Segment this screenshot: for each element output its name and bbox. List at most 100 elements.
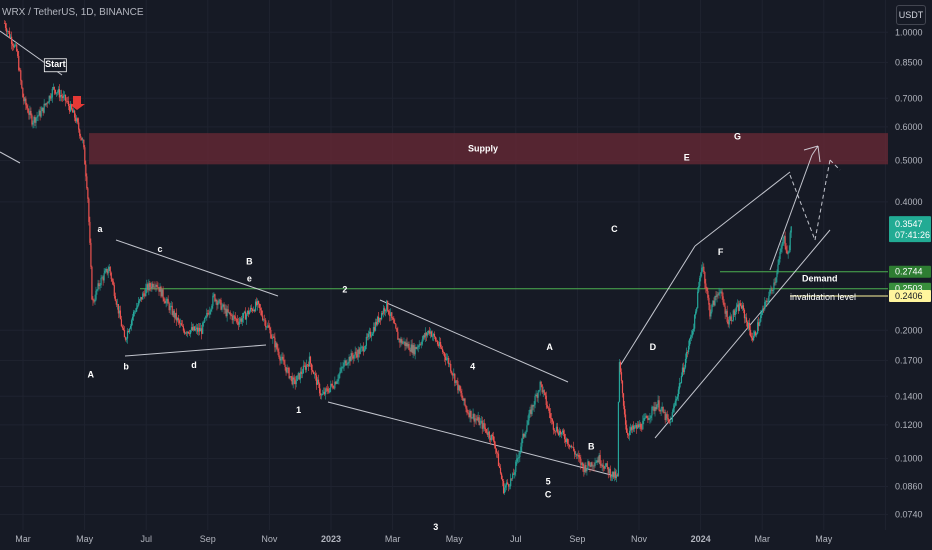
candle-body [759, 321, 761, 326]
candle-body [709, 304, 711, 317]
candle-body [141, 297, 143, 300]
candle-body [591, 462, 593, 467]
candle-body [593, 465, 595, 467]
candle-body [465, 405, 467, 409]
candle-body [671, 412, 673, 422]
time-tick-label: Sep [569, 534, 585, 544]
candle-body [435, 340, 438, 342]
candle-body [408, 343, 410, 351]
current-price-text: 0.3547 [895, 219, 923, 229]
candle-body [572, 446, 574, 448]
candle-body [710, 311, 712, 317]
candle-body [166, 299, 168, 301]
candle-body [549, 413, 551, 419]
candle-body [209, 311, 211, 315]
candle-body [776, 272, 778, 278]
candle-body [170, 305, 172, 307]
candle-body [43, 103, 45, 113]
candle-body [343, 363, 345, 368]
candle-body [735, 306, 737, 312]
candle-body [733, 310, 735, 315]
candle-body [68, 105, 71, 112]
currency-button[interactable]: USDT [896, 5, 926, 25]
candle-body [35, 117, 37, 123]
candle-body [578, 454, 580, 458]
candle-body [471, 417, 473, 419]
candle-body [346, 364, 348, 366]
candle-body [522, 433, 524, 439]
candle-body [313, 373, 316, 375]
candle-body [571, 445, 573, 448]
candle-body [639, 423, 641, 428]
candle-body [601, 464, 603, 466]
candle-body [78, 122, 80, 130]
candle-body [382, 313, 384, 314]
candle-body [397, 331, 399, 340]
candle-body [4, 23, 7, 28]
candle-body [541, 384, 543, 393]
candle-body [184, 332, 187, 334]
candle-body [432, 333, 435, 336]
candle-body [387, 300, 389, 311]
candle-body [536, 394, 538, 398]
candle-body [254, 301, 257, 312]
candle-body [63, 94, 66, 96]
candle-body [413, 345, 415, 355]
candle-body [450, 363, 452, 372]
candle-body [391, 312, 393, 318]
candle-body [749, 329, 752, 337]
wave-pattern-lines [0, 30, 841, 477]
candle-body [336, 381, 338, 384]
candle-body [85, 164, 87, 177]
candle-body [552, 421, 554, 430]
candle-body [328, 391, 330, 393]
wave-label: C [611, 224, 618, 234]
candle-body [600, 464, 602, 466]
candle-body [176, 318, 178, 321]
candle-body [325, 388, 327, 395]
candle-body [754, 331, 756, 336]
candle-body [689, 336, 692, 340]
candle-body [275, 343, 277, 348]
candle-body [270, 330, 272, 339]
candle-body [23, 97, 25, 102]
candle-body [48, 95, 50, 103]
candle-body [236, 318, 238, 323]
candle-body [96, 289, 98, 291]
candle-body [731, 320, 733, 322]
candle-body [474, 418, 476, 422]
candle-body [662, 407, 664, 413]
candle-body [120, 319, 123, 327]
candle-body [210, 309, 212, 312]
candle-body [784, 236, 786, 247]
wave-label: D [650, 342, 657, 352]
candle-body [89, 221, 91, 243]
candle-body [113, 285, 115, 297]
candle-body [376, 316, 379, 325]
candle-body [469, 410, 471, 418]
candle-body [237, 322, 239, 325]
candle-body [782, 238, 784, 246]
candle-body [558, 430, 561, 436]
candle-body [678, 383, 681, 390]
candle-body [32, 122, 34, 125]
candle-body [455, 380, 457, 383]
candle-body [426, 333, 428, 336]
candle-body [389, 314, 391, 316]
candle-body [454, 373, 456, 383]
candle-body [608, 468, 610, 474]
candle-body [92, 299, 94, 301]
candle-body [438, 342, 441, 346]
candle-body [563, 434, 566, 440]
price-tick-label: 0.8500 [895, 57, 923, 67]
candle-body [421, 339, 423, 345]
candle-body [407, 343, 409, 347]
candle-body [458, 385, 460, 391]
candle-body [788, 250, 790, 253]
candle-body [351, 353, 353, 357]
candle-body [763, 308, 765, 310]
candle-body [353, 355, 355, 359]
candle-body [396, 328, 398, 332]
price-tick-label: 0.1200 [895, 420, 923, 430]
